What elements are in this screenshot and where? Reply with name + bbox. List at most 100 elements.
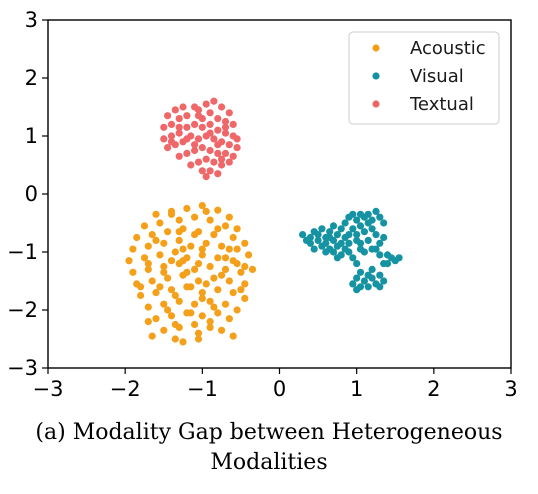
- visual-point: [349, 225, 357, 233]
- textual-point: [218, 161, 226, 169]
- acoustic-point: [210, 274, 218, 282]
- acoustic-point: [152, 210, 160, 218]
- visual-point: [360, 277, 368, 285]
- visual-point: [329, 222, 338, 230]
- visual-point: [326, 228, 334, 236]
- y-tick-label: 1: [25, 124, 38, 148]
- visual-point: [353, 231, 361, 239]
- y-tick-label: −2: [7, 298, 38, 322]
- acoustic-point: [237, 286, 245, 294]
- visual-point: [380, 233, 388, 242]
- acoustic-point: [171, 320, 179, 329]
- scatter-chart: −3 −2 −1 0 1 2 3 −3 −2 −1 0 1 2 3 Acoustic Visual Textu…: [7, 8, 518, 401]
- acoustic-point: [183, 268, 191, 276]
- x-tick-label: 1: [350, 377, 363, 401]
- acoustic-point: [167, 210, 176, 218]
- textual-point: [210, 158, 218, 166]
- visual-point: [353, 236, 361, 244]
- legend-label-acoustic: Acoustic: [410, 38, 486, 59]
- visual-point: [345, 231, 353, 239]
- textual-point: [164, 112, 172, 120]
- acoustic-point: [218, 326, 226, 334]
- textual-point: [214, 126, 222, 134]
- acoustic-point: [229, 233, 237, 242]
- textual-point: [202, 100, 210, 108]
- textual-point: [198, 123, 206, 131]
- acoustic-point: [179, 338, 187, 346]
- acoustic-point: [198, 312, 206, 320]
- visual-point: [329, 248, 338, 256]
- textual-point: [175, 115, 183, 123]
- textual-point: [167, 120, 176, 128]
- visual-point: [353, 260, 361, 268]
- visual-point: [353, 286, 361, 294]
- textual-point: [198, 144, 206, 152]
- acoustic-point: [198, 251, 206, 259]
- textual-point: [218, 103, 226, 111]
- visual-point: [360, 228, 368, 236]
- acoustic-point: [206, 297, 214, 305]
- textual-point: [160, 135, 168, 143]
- acoustic-point: [125, 257, 133, 265]
- acoustic-point: [160, 326, 168, 334]
- visual-point: [310, 245, 318, 253]
- acoustic-point: [241, 239, 249, 247]
- acoustic-point: [183, 204, 191, 213]
- legend-label-visual: Visual: [410, 66, 464, 87]
- visual-point: [314, 231, 322, 239]
- visual-point: [314, 236, 322, 244]
- acoustic-point: [198, 294, 206, 302]
- visual-point: [322, 239, 330, 247]
- acoustic-point: [191, 265, 199, 273]
- textual-point: [194, 135, 203, 143]
- acoustic-point: [144, 260, 152, 268]
- y-tick-label: 0: [25, 182, 38, 206]
- acoustic-point: [194, 277, 203, 285]
- textual-point: [214, 115, 222, 123]
- acoustic-point: [164, 306, 172, 314]
- acoustic-point: [241, 280, 249, 288]
- visual-point: [322, 248, 330, 256]
- visual-point: [356, 268, 365, 276]
- textual-point: [164, 144, 172, 152]
- textual-point: [214, 170, 222, 178]
- visual-point: [376, 271, 384, 279]
- visual-point: [376, 239, 384, 247]
- acoustic-point: [129, 245, 137, 253]
- acoustic-point: [214, 309, 222, 317]
- acoustic-point: [233, 245, 241, 253]
- textual-point: [175, 123, 183, 131]
- acoustic-point: [144, 318, 152, 326]
- visual-point: [353, 274, 361, 282]
- acoustic-point: [167, 257, 176, 265]
- textual-point: [206, 146, 214, 155]
- textual-point: [183, 112, 191, 120]
- acoustic-point: [187, 283, 195, 291]
- acoustic-point: [156, 251, 164, 259]
- textual-point: [179, 103, 187, 111]
- textual-point: [233, 144, 241, 152]
- y-tick-label: −1: [7, 240, 38, 264]
- acoustic-point: [179, 245, 187, 253]
- visual-point: [380, 219, 388, 227]
- visual-point: [318, 225, 326, 233]
- textual-point: [221, 123, 230, 131]
- acoustic-point: [210, 303, 218, 311]
- acoustic-point: [191, 231, 199, 239]
- acoustic-point: [206, 318, 214, 326]
- visual-point: [380, 277, 388, 285]
- visual-point: [364, 236, 372, 244]
- acoustic-point: [187, 242, 195, 250]
- acoustic-point: [187, 309, 195, 317]
- textual-point: [221, 149, 230, 157]
- visual-point: [349, 280, 357, 288]
- visual-point: [356, 222, 365, 230]
- textual-point: [225, 158, 233, 166]
- textual-point: [175, 129, 183, 137]
- textual-point: [194, 158, 203, 166]
- acoustic-point: [237, 268, 245, 276]
- acoustic-point: [214, 206, 222, 214]
- textual-point: [160, 123, 168, 131]
- acoustic-point: [156, 283, 164, 291]
- visual-point: [345, 248, 353, 256]
